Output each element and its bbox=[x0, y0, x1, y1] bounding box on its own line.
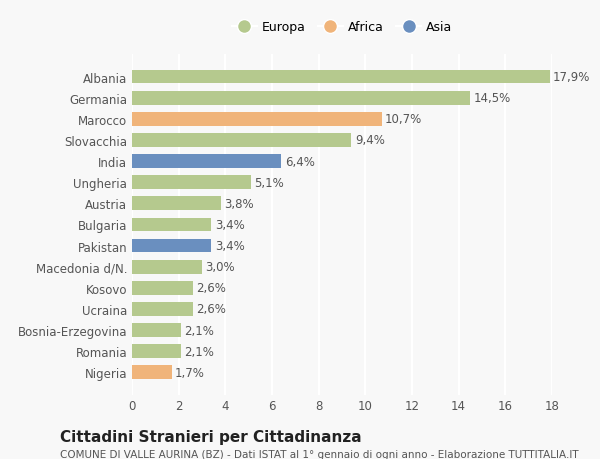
Bar bbox=[132, 176, 251, 190]
Legend: Europa, Africa, Asia: Europa, Africa, Asia bbox=[228, 17, 456, 38]
Text: 2,1%: 2,1% bbox=[185, 345, 214, 358]
Text: 6,4%: 6,4% bbox=[285, 155, 315, 168]
Text: 3,4%: 3,4% bbox=[215, 240, 245, 252]
Text: 3,8%: 3,8% bbox=[224, 197, 254, 210]
Text: 9,4%: 9,4% bbox=[355, 134, 385, 147]
Text: 3,4%: 3,4% bbox=[215, 218, 245, 231]
Bar bbox=[132, 302, 193, 316]
Text: COMUNE DI VALLE AURINA (BZ) - Dati ISTAT al 1° gennaio di ogni anno - Elaborazio: COMUNE DI VALLE AURINA (BZ) - Dati ISTAT… bbox=[60, 449, 578, 459]
Text: 5,1%: 5,1% bbox=[254, 176, 284, 189]
Bar bbox=[132, 260, 202, 274]
Text: 3,0%: 3,0% bbox=[205, 261, 235, 274]
Text: 10,7%: 10,7% bbox=[385, 113, 422, 126]
Bar bbox=[132, 239, 211, 253]
Bar bbox=[132, 112, 382, 126]
Text: 2,6%: 2,6% bbox=[196, 282, 226, 295]
Bar bbox=[132, 281, 193, 295]
Bar bbox=[132, 155, 281, 168]
Bar bbox=[132, 134, 352, 147]
Bar bbox=[132, 197, 221, 211]
Bar bbox=[132, 345, 181, 358]
Text: 14,5%: 14,5% bbox=[474, 92, 511, 105]
Text: 2,1%: 2,1% bbox=[185, 324, 214, 337]
Bar bbox=[132, 218, 211, 232]
Text: 17,9%: 17,9% bbox=[553, 71, 590, 84]
Bar bbox=[132, 92, 470, 105]
Text: Cittadini Stranieri per Cittadinanza: Cittadini Stranieri per Cittadinanza bbox=[60, 429, 362, 444]
Bar bbox=[132, 71, 550, 84]
Bar bbox=[132, 366, 172, 379]
Text: 2,6%: 2,6% bbox=[196, 303, 226, 316]
Text: 1,7%: 1,7% bbox=[175, 366, 205, 379]
Bar bbox=[132, 324, 181, 337]
